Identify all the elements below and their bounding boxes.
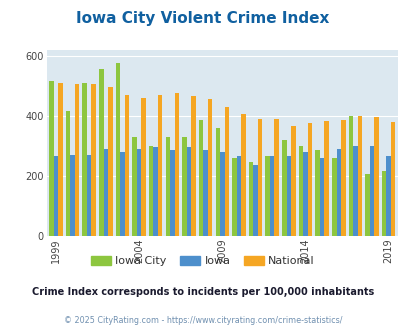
Bar [66,111,70,236]
Legend: Iowa City, Iowa, National: Iowa City, Iowa, National [86,251,319,271]
Bar [232,158,236,236]
Bar [158,95,162,236]
Bar [170,150,174,236]
Bar [203,150,207,236]
Bar [136,149,141,236]
Bar [99,69,103,236]
Bar [390,122,394,236]
Bar [369,146,373,236]
Bar [70,155,75,236]
Bar [236,156,241,236]
Bar [307,123,311,236]
Bar [348,115,352,236]
Bar [253,165,257,236]
Bar [108,87,112,236]
Bar [124,95,129,236]
Text: © 2025 CityRating.com - https://www.cityrating.com/crime-statistics/: © 2025 CityRating.com - https://www.city… [64,316,341,325]
Bar [303,152,307,236]
Text: Crime Index corresponds to incidents per 100,000 inhabitants: Crime Index corresponds to incidents per… [32,287,373,297]
Text: Iowa City Violent Crime Index: Iowa City Violent Crime Index [76,11,329,26]
Bar [290,126,295,236]
Bar [75,84,79,236]
Bar [257,119,262,236]
Bar [220,152,224,236]
Bar [58,82,62,236]
Bar [274,119,278,236]
Bar [153,147,158,236]
Bar [381,171,386,236]
Bar [224,107,228,236]
Bar [319,158,324,236]
Bar [324,121,328,236]
Bar [215,128,220,236]
Bar [331,158,336,236]
Bar [352,146,357,236]
Bar [120,152,124,236]
Bar [174,93,179,236]
Bar [340,119,345,236]
Bar [357,115,361,236]
Bar [186,147,191,236]
Bar [269,156,274,236]
Bar [82,82,87,236]
Bar [115,63,120,236]
Bar [132,137,136,236]
Bar [198,120,203,236]
Bar [373,117,378,236]
Bar [149,146,153,236]
Bar [141,98,145,236]
Bar [241,114,245,236]
Bar [182,137,186,236]
Bar [336,149,340,236]
Bar [386,156,390,236]
Bar [315,150,319,236]
Bar [53,156,58,236]
Bar [248,162,253,236]
Bar [364,174,369,236]
Bar [103,149,108,236]
Bar [49,81,53,236]
Bar [298,146,303,236]
Bar [91,84,96,236]
Bar [265,156,269,236]
Bar [87,155,91,236]
Bar [286,156,290,236]
Bar [207,99,212,236]
Bar [281,140,286,236]
Bar [165,137,170,236]
Bar [191,96,195,236]
